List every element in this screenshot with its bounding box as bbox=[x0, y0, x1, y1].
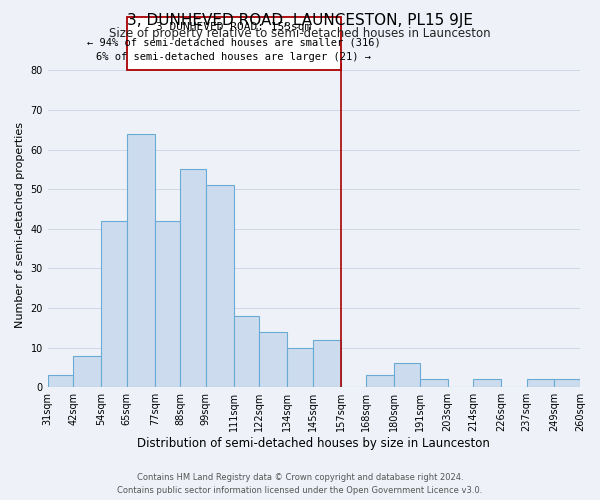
FancyBboxPatch shape bbox=[127, 17, 341, 70]
X-axis label: Distribution of semi-detached houses by size in Launceston: Distribution of semi-detached houses by … bbox=[137, 437, 490, 450]
Text: Size of property relative to semi-detached houses in Launceston: Size of property relative to semi-detach… bbox=[109, 28, 491, 40]
Bar bbox=[180, 170, 206, 387]
Bar bbox=[554, 380, 580, 387]
Bar bbox=[419, 380, 448, 387]
Text: ← 94% of semi-detached houses are smaller (316): ← 94% of semi-detached houses are smalle… bbox=[87, 38, 380, 48]
Bar bbox=[206, 186, 234, 387]
Text: 3, DUNHEVED ROAD, LAUNCESTON, PL15 9JE: 3, DUNHEVED ROAD, LAUNCESTON, PL15 9JE bbox=[127, 12, 473, 28]
Bar bbox=[287, 348, 313, 387]
Bar bbox=[366, 376, 394, 387]
Y-axis label: Number of semi-detached properties: Number of semi-detached properties bbox=[15, 122, 25, 328]
Bar bbox=[127, 134, 155, 387]
Text: Contains HM Land Registry data © Crown copyright and database right 2024.
Contai: Contains HM Land Registry data © Crown c… bbox=[118, 473, 482, 495]
Text: 6% of semi-detached houses are larger (21) →: 6% of semi-detached houses are larger (2… bbox=[96, 52, 371, 62]
Bar bbox=[473, 380, 501, 387]
Bar bbox=[527, 380, 554, 387]
Text: 3 DUNHEVED ROAD: 153sqm: 3 DUNHEVED ROAD: 153sqm bbox=[156, 22, 311, 32]
Bar bbox=[259, 332, 287, 387]
Bar bbox=[101, 221, 127, 387]
Bar bbox=[48, 376, 73, 387]
Bar bbox=[313, 340, 341, 387]
Bar bbox=[73, 356, 101, 387]
Bar bbox=[155, 221, 180, 387]
Bar bbox=[394, 364, 419, 387]
Bar bbox=[234, 316, 259, 387]
